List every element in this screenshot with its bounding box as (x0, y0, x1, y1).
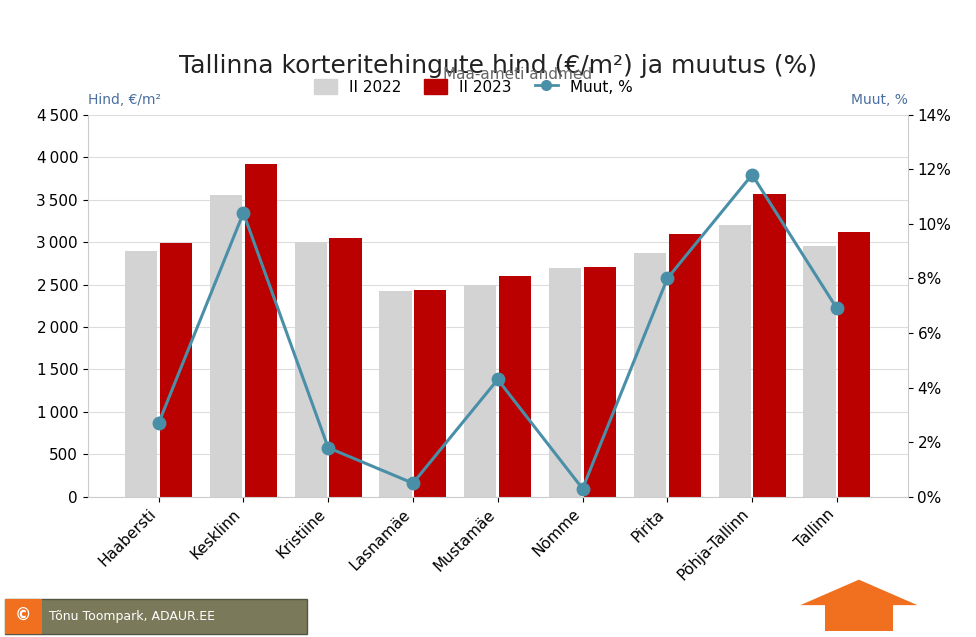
Bar (330, 238, 362, 497)
Bar (465, 285, 497, 497)
Bar (295, 242, 327, 497)
Text: Tõnu Toompark, ADAUR.EE: Tõnu Toompark, ADAUR.EE (49, 610, 215, 623)
Bar (380, 291, 412, 497)
Bar (669, 234, 701, 497)
Bar (584, 267, 616, 497)
Text: Hind, €/m²: Hind, €/m² (88, 93, 161, 107)
Bar (160, 243, 192, 497)
Title: Tallinna korteritehingute hind (€/m²) ja muutus (%): Tallinna korteritehingute hind (€/m²) ja… (179, 54, 817, 78)
Text: Maa-ameti andmed: Maa-ameti andmed (443, 67, 591, 82)
Bar (803, 247, 835, 497)
Bar (499, 276, 531, 497)
Bar (245, 164, 277, 497)
Bar (753, 194, 786, 497)
Text: ©: © (16, 607, 31, 626)
Legend: II 2022, II 2023, Muut, %: II 2022, II 2023, Muut, % (307, 73, 638, 101)
Bar (125, 250, 157, 497)
Bar (838, 232, 871, 497)
Bar (633, 253, 666, 497)
Bar (549, 268, 582, 497)
Bar (210, 196, 242, 497)
Bar (414, 290, 446, 497)
Bar (718, 225, 751, 497)
Text: Muut, %: Muut, % (851, 93, 908, 107)
